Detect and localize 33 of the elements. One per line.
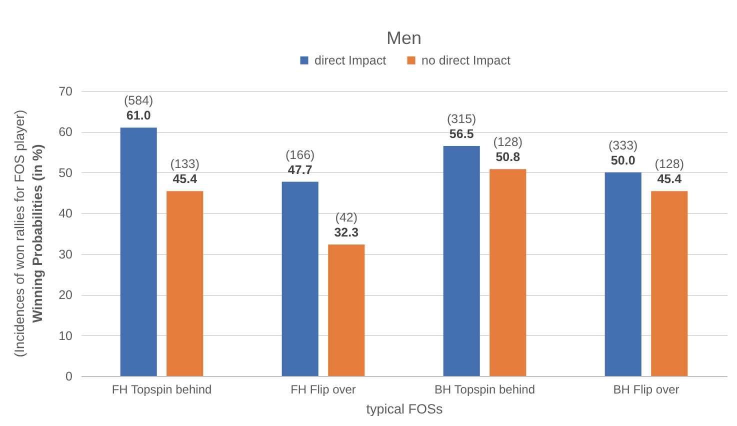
x-axis-title: typical FOSs [366,402,443,416]
bar [166,191,204,376]
x-tick-label: BH Topspin behind [434,382,536,396]
text: (166) 47.7 [286,148,315,177]
bar [443,146,480,376]
x-tick-label: FH Topspin behind [112,382,212,396]
y-tick-label: 10 [58,328,73,343]
y-tick-label: 0 [66,370,73,384]
bar [328,244,365,376]
y-tick-label: 40 [58,206,73,221]
x-tick-label: FH Flip over [290,382,356,396]
y-tick-label: 30 [58,247,73,262]
y-tick-label: 70 [58,84,73,98]
text: (333) 50.0 [608,138,638,168]
chart-title: Men [386,28,422,48]
bar [120,128,157,376]
bar [490,169,526,376]
bar [282,182,318,376]
y-tick-label: 20 [58,288,73,302]
text: (584) 61.0 [124,94,154,123]
text: (128) 50.8 [493,135,522,164]
y-tick-label: 50 [58,166,73,180]
legend-label: direct Impact [314,53,387,68]
y-tick-label: 60 [58,125,73,140]
text: (133) 45.4 [170,157,200,186]
y-axis-title: (Incidences of won rallies for FOS player) Winning Probabilities (in %) [12,110,45,358]
x-tick-label: BH Flip over [613,382,680,396]
bar [651,191,688,376]
bar [604,172,642,376]
legend-label: no direct Impact [422,53,511,68]
text: (128) 45.4 [654,157,684,186]
text: (315) 56.5 [447,112,476,141]
text: (42) 32.3 [334,210,359,240]
